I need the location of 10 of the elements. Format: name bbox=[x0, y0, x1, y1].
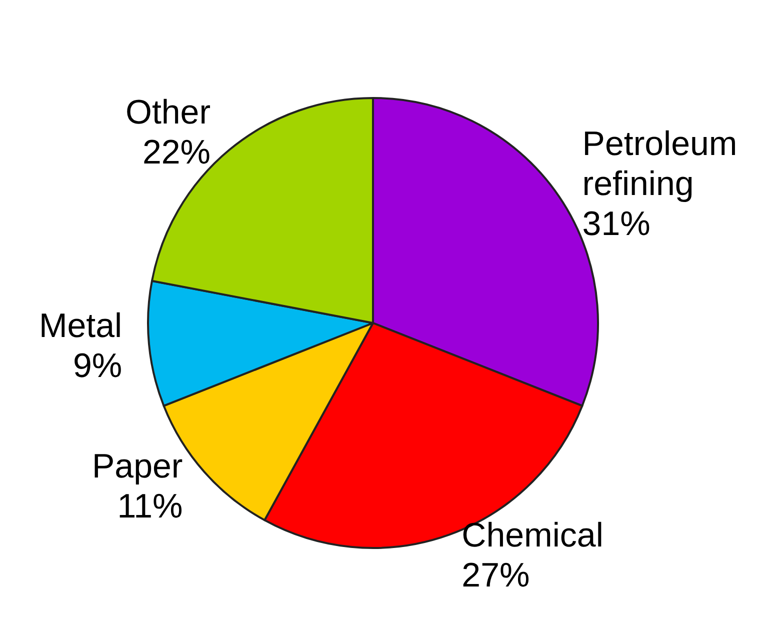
data-label: 9% bbox=[72, 347, 122, 386]
data-label: 11% bbox=[117, 487, 183, 526]
slice-label: Paper bbox=[92, 447, 183, 486]
slice-label: Petroleum refining bbox=[582, 125, 747, 204]
slice-label: Metal bbox=[38, 307, 122, 346]
data-label: 22% bbox=[142, 134, 211, 172]
slice-label: Other bbox=[126, 94, 211, 132]
data-label: 31% bbox=[582, 205, 650, 244]
slice-label: Chemical bbox=[462, 516, 604, 554]
data-label: 27% bbox=[462, 556, 530, 594]
